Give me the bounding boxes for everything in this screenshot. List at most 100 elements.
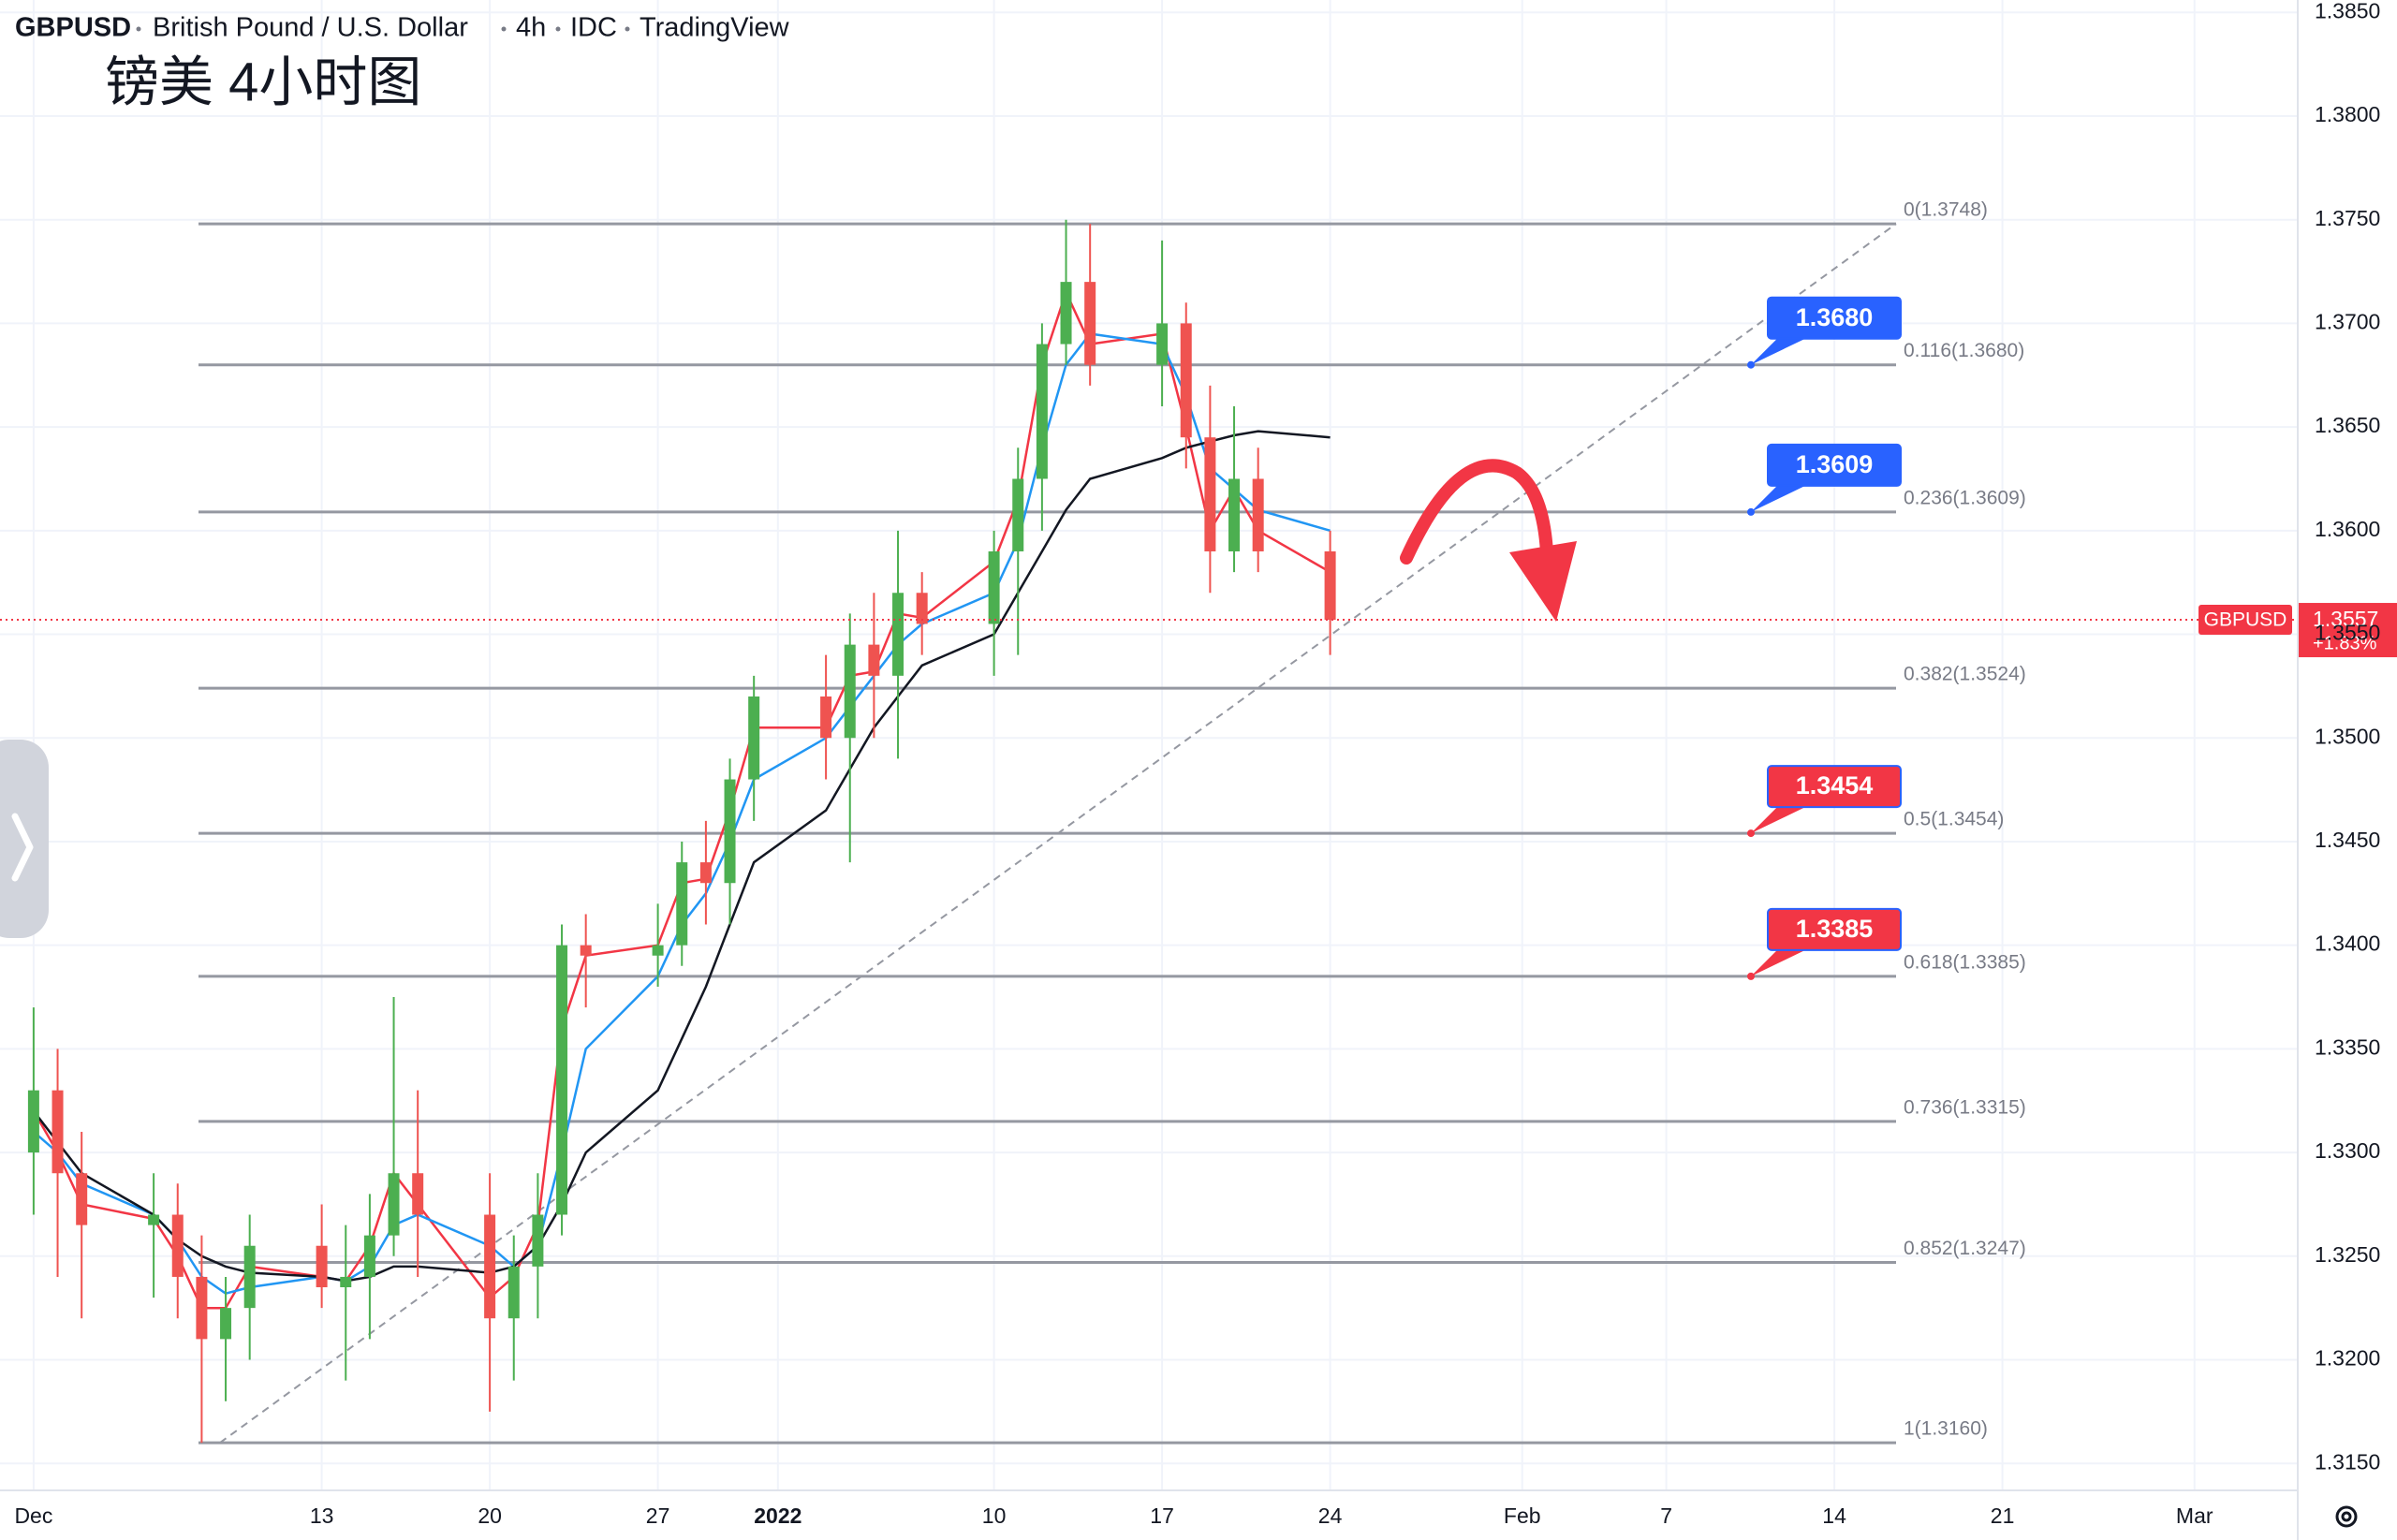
candle-body xyxy=(1036,344,1048,479)
x-tick-label: 14 xyxy=(1822,1503,1846,1528)
candle-body xyxy=(484,1214,496,1319)
fib-label: 0.618(1.3385) xyxy=(1904,951,2026,973)
price-tag-change: +1.83% xyxy=(2313,633,2377,653)
candle-body xyxy=(1156,323,1169,365)
y-tick-label: 1.3450 xyxy=(2315,828,2380,852)
price-tag-value: 1.3557 xyxy=(2313,607,2378,631)
x-tick-label: 21 xyxy=(1991,1503,2015,1528)
grid xyxy=(0,0,2298,1490)
callout-box xyxy=(1767,296,1902,340)
candle-body xyxy=(532,1214,544,1267)
y-tick-label: 1.3550 xyxy=(2315,621,2380,645)
callout-anchor xyxy=(1747,829,1755,838)
candle-body xyxy=(27,1090,39,1153)
side-tab[interactable] xyxy=(0,740,49,938)
fibonacci: 0(1.3748) 0.116(1.3680) 0.236(1.3609) 0.382… xyxy=(199,199,2026,1445)
candle-body xyxy=(340,1276,352,1288)
candle-body xyxy=(676,862,688,946)
fib-label: 0.5(1.3454) xyxy=(1904,809,2004,830)
fib-label: 0.116(1.3680) xyxy=(1904,340,2024,361)
candle-body xyxy=(1084,282,1096,365)
y-tick-label: 1.3600 xyxy=(2315,517,2380,541)
moving-average xyxy=(32,430,1331,1283)
y-tick-label: 1.3200 xyxy=(2315,1346,2380,1371)
trend-line xyxy=(219,223,1897,1444)
settings[interactable] xyxy=(2335,1505,2358,1528)
candle-body xyxy=(507,1266,520,1319)
y-tick-label: 1.3150 xyxy=(2315,1449,2380,1474)
x-tick-label: 7 xyxy=(1660,1503,1672,1528)
x-tick-label: 2022 xyxy=(754,1503,801,1528)
candle-body xyxy=(363,1235,375,1277)
candle-body xyxy=(412,1173,424,1215)
candles xyxy=(27,219,1336,1444)
callout-label: 1.3454 xyxy=(1796,771,1874,799)
instrument-name: British Pound / U.S. Dollar xyxy=(153,13,468,43)
candle-body xyxy=(988,550,1000,624)
y-tick-label: 1.3700 xyxy=(2315,309,2380,333)
candle-body xyxy=(699,862,712,884)
candle-body xyxy=(196,1276,208,1340)
fib-label: 0.236(1.3609) xyxy=(1904,487,2026,508)
candle-body xyxy=(580,945,592,956)
candle-body xyxy=(868,644,880,676)
fib-label: 0.736(1.3315) xyxy=(1904,1096,2026,1118)
candle-body xyxy=(820,696,832,739)
title-bar: GBPUSD British Pound / U.S. Dollar 4h ID… xyxy=(15,13,790,113)
platform: TradingView xyxy=(640,13,790,43)
candle-body xyxy=(171,1214,184,1277)
fib-label: 0.852(1.3247) xyxy=(1904,1238,2026,1259)
x-tick-label: Dec xyxy=(14,1503,52,1528)
candle-body xyxy=(748,696,760,780)
y-tick-label: 1.3500 xyxy=(2315,724,2380,748)
arrow xyxy=(1400,459,1553,565)
y-tick-label: 1.3750 xyxy=(2315,206,2380,230)
x-tick-label: 13 xyxy=(310,1503,334,1528)
candle-body xyxy=(148,1214,160,1225)
y-tick-label: 1.3650 xyxy=(2315,413,2380,437)
candle-body xyxy=(1012,478,1024,551)
symbol-tag xyxy=(2198,605,2292,636)
price-tag xyxy=(2298,603,2397,658)
callout-pointer xyxy=(1751,949,1805,976)
overlays: 1.3680 1.3609 1.3454 1.3385 GBPUSD 1.3557+1.8… xyxy=(0,296,2397,980)
symbol-tag-label: GBPUSD xyxy=(2204,609,2287,631)
y-tick-label: 1.3400 xyxy=(2315,931,2380,956)
separator xyxy=(555,26,561,32)
subtitle: 镑美 4小时图 xyxy=(105,51,421,112)
callout-anchor xyxy=(1747,972,1755,980)
candle-body xyxy=(652,945,664,956)
chevron[interactable] xyxy=(11,813,34,882)
fib-label: 0.382(1.3524) xyxy=(1904,664,2026,685)
separator xyxy=(501,26,507,32)
candle-body xyxy=(844,644,856,739)
candle-body xyxy=(892,593,904,676)
fib-label: 1(1.3160) xyxy=(1904,1418,1988,1440)
candle-body xyxy=(1228,478,1241,551)
y-tick-label: 1.3250 xyxy=(2315,1242,2380,1267)
axes: 1.3150 1.3200 1.3250 1.3300 1.3350 1.3400 1.34… xyxy=(14,0,2380,1528)
x-tick-label: Mar xyxy=(2176,1503,2213,1528)
interval: 4h xyxy=(516,13,546,43)
gear-ring[interactable] xyxy=(2335,1505,2358,1528)
separator xyxy=(625,26,630,32)
candle-body xyxy=(76,1173,88,1225)
x-tick-label: 10 xyxy=(982,1503,1007,1528)
candle-body xyxy=(388,1173,400,1236)
callout-pointer xyxy=(1751,807,1805,834)
gear-hub[interactable] xyxy=(2341,1511,2352,1522)
x-tick-label: Feb xyxy=(1504,1503,1541,1528)
fib-label: 0(1.3748) xyxy=(1904,199,1988,221)
candle-body xyxy=(51,1090,64,1174)
callout-anchor xyxy=(1747,360,1755,369)
x-tick-label: 17 xyxy=(1150,1503,1174,1528)
x-tick-label: 24 xyxy=(1318,1503,1343,1528)
callout-label: 1.3680 xyxy=(1796,303,1874,331)
callout-box xyxy=(1767,443,1902,487)
candle-body xyxy=(1204,437,1216,551)
y-tick-label: 1.3800 xyxy=(2315,102,2380,126)
candle-body xyxy=(1324,550,1336,621)
candle-body xyxy=(316,1245,328,1288)
arrow-head xyxy=(1509,541,1577,622)
